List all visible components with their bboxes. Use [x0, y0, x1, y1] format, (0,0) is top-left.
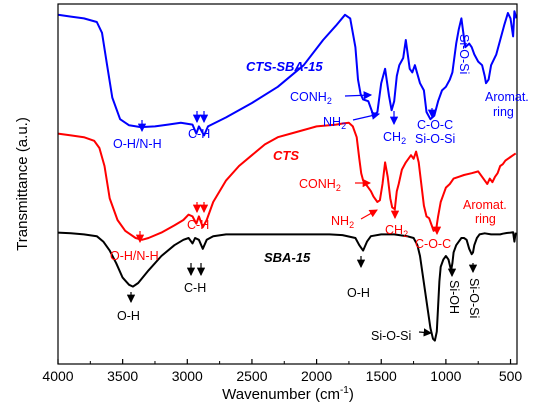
series-name-cts-sba-15: CTS-SBA-15 [246, 59, 323, 74]
red-aromatic-label: Aromat. [463, 198, 507, 212]
x-tick-label: 3000 [172, 368, 203, 384]
series-line-cts-sba-15 [57, 10, 518, 137]
red-ring-label: ring [475, 212, 496, 226]
series-name-cts: CTS [273, 148, 299, 163]
red-oh-label: O-H/N-H [110, 249, 159, 263]
black-oh-label: O-H [117, 309, 140, 323]
blue-ch2-label: CH2 [383, 130, 406, 146]
black-ch-label: C-H [184, 281, 206, 295]
black-sioh-label: Si-OH [447, 280, 461, 314]
x-tick-label: 2500 [236, 368, 267, 384]
red-ch-label: C-H [187, 218, 209, 232]
blue-siosi-vertical-label: Si-O-Si [457, 34, 471, 74]
blue-nh2-arrow [352, 111, 381, 121]
x-tick-label: 1000 [430, 368, 461, 384]
x-tick-label: 3500 [107, 368, 138, 384]
x-axis-label: Wavenumber (cm-1) [222, 385, 354, 403]
series-line-sba-15 [57, 231, 517, 342]
x-tick-label: 500 [499, 368, 523, 384]
blue-conh2-label: CONH2 [290, 90, 332, 106]
series-layer [57, 10, 518, 342]
blue-ch-label: C-H [188, 127, 210, 141]
black-siosi-arrow [418, 328, 433, 337]
plot-frame [57, 3, 518, 365]
blue-coc-label: C-O-C [417, 118, 453, 132]
blue-conh2-arrow [344, 91, 373, 100]
red-nh2-arrow [360, 209, 378, 220]
red-ch2-label: CH2 [385, 223, 408, 239]
x-axis: 4000 3500 3000 2500 2000 1500 1000 500 [42, 359, 522, 384]
red-conh2-label: CONH2 [299, 177, 341, 193]
red-coc-label: C-O-C [415, 237, 451, 251]
x-tick-label: 1500 [366, 368, 397, 384]
black-siosi2-label: Si-O-Si [467, 278, 481, 318]
series-line-cts [57, 121, 517, 241]
red-nh2-label: NH2 [331, 214, 354, 230]
blue-oh-label: O-H/N-H [113, 137, 162, 151]
series-name-sba-15: SBA-15 [264, 250, 311, 265]
x-tick-label: 2000 [301, 368, 332, 384]
black-oh2-label: O-H [347, 286, 370, 300]
x-tick-label: 4000 [42, 368, 73, 384]
blue-ring-label: ring [493, 105, 514, 119]
black-siosi-label: Si-O-Si [371, 329, 411, 343]
blue-siosi-label: Si-O-Si [415, 132, 455, 146]
blue-aromatic-label: Aromat. [485, 90, 529, 104]
y-axis-label: Transmittance (a.u.) [14, 117, 31, 251]
blue-nh2-label: NH2 [323, 115, 346, 131]
